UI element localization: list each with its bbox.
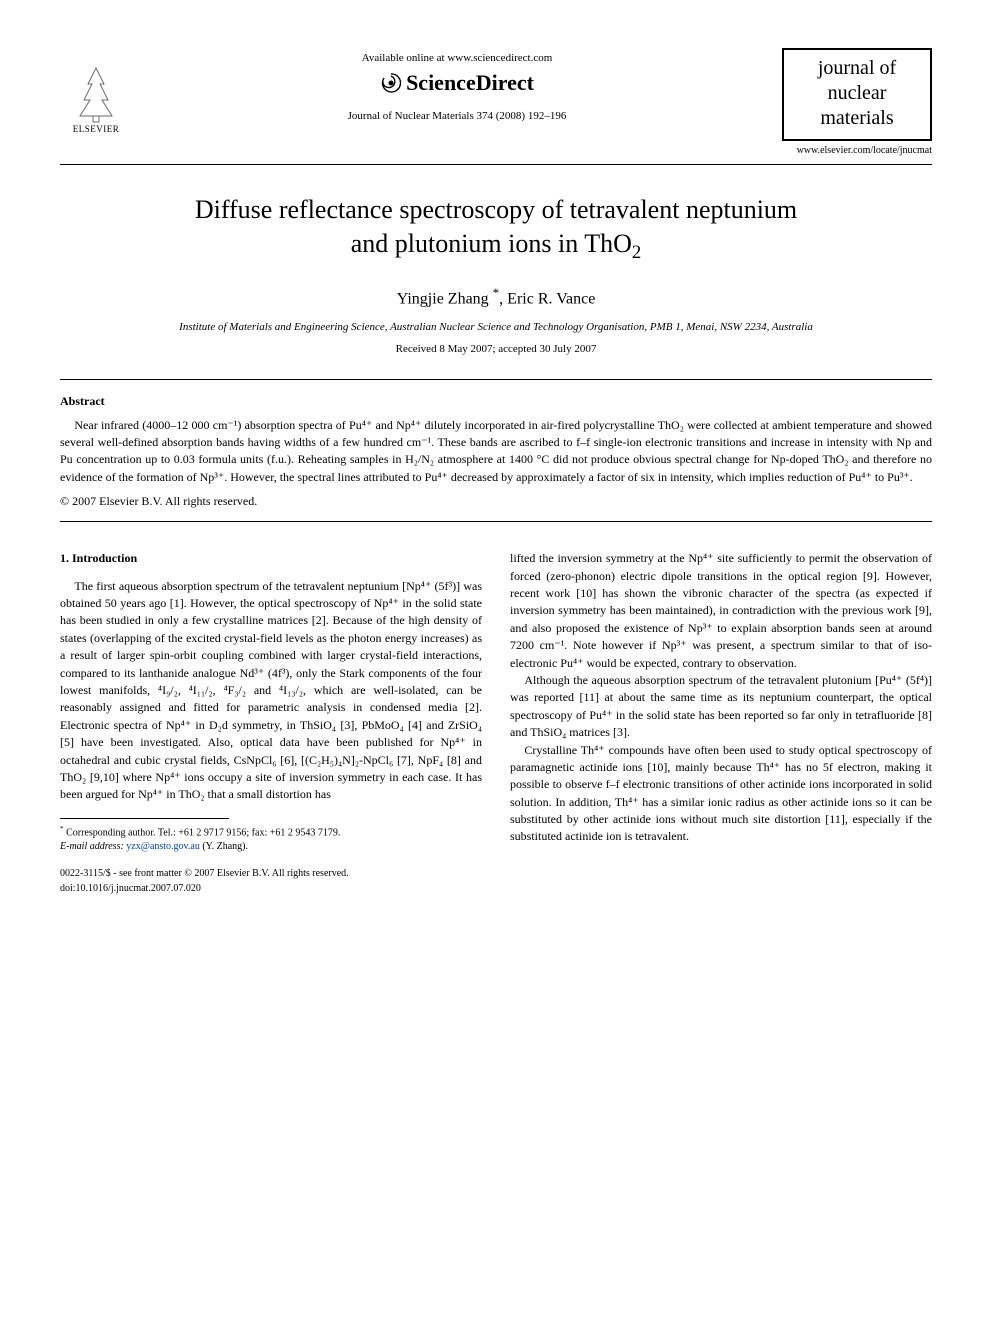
footnote-email-tail: (Y. Zhang). [202,841,248,852]
footnote-email-label: E-mail address: [60,841,124,852]
elsevier-logo: ELSEVIER [60,48,132,134]
footnote-corr: Corresponding author. Tel.: +61 2 9717 9… [66,827,340,838]
title-line1: Diffuse reflectance spectroscopy of tetr… [195,195,797,224]
corresponding-footnote: * Corresponding author. Tel.: +61 2 9717… [60,825,482,853]
abstract-top-rule [60,379,932,380]
sciencedirect-swirl-icon [380,72,402,94]
footer-doi: doi:10.1016/j.jnucmat.2007.07.020 [60,882,482,897]
elsevier-tree-icon [68,64,124,124]
authors: Yingjie Zhang *, Eric R. Vance [60,285,932,308]
abstract-copyright: © 2007 Elsevier B.V. All rights reserved… [60,494,932,509]
sciencedirect-logo: ScienceDirect [380,70,534,96]
footnote-rule [60,818,229,819]
journal-box-wrapper: journal of nuclear materials www.elsevie… [782,48,932,156]
section-1-para-r2: Although the aqueous absorption spectrum… [510,672,932,742]
corresponding-mark: * [493,285,500,300]
article-dates: Received 8 May 2007; accepted 30 July 20… [60,343,932,355]
section-1-para-r3: Crystalline Th⁴⁺ compounds have often be… [510,742,932,846]
left-column: 1. Introduction The first aqueous absorp… [60,550,482,896]
body-columns: 1. Introduction The first aqueous absorp… [60,550,932,896]
abstract-body: Near infrared (4000–12 000 cm⁻¹) absorpt… [60,417,932,487]
center-header: Available online at www.sciencedirect.co… [132,48,782,122]
section-1-para-r1: lifted the inversion symmetry at the Np⁴… [510,550,932,672]
title-sub: 2 [632,242,641,263]
author-2: Eric R. Vance [507,291,595,308]
footer-issn: 0022-3115/$ - see front matter © 2007 El… [60,867,482,882]
journal-url: www.elsevier.com/locate/jnucmat [782,145,932,156]
affiliation: Institute of Materials and Engineering S… [60,321,932,333]
article-title: Diffuse reflectance spectroscopy of tetr… [60,193,932,265]
page-header: ELSEVIER Available online at www.science… [60,48,932,156]
sciencedirect-label: ScienceDirect [406,70,534,96]
journal-box-line3: materials [790,108,924,129]
right-column: lifted the inversion symmetry at the Np⁴… [510,550,932,896]
journal-title-box: journal of nuclear materials [782,48,932,141]
section-1-para-left: The first aqueous absorption spectrum of… [60,578,482,804]
elsevier-logo-text: ELSEVIER [73,124,120,134]
available-online-text: Available online at www.sciencedirect.co… [132,52,782,64]
journal-citation: Journal of Nuclear Materials 374 (2008) … [132,110,782,122]
journal-box-line2: nuclear [790,83,924,104]
author-1: Yingjie Zhang [397,291,489,308]
footnote-email-link[interactable]: yzx@ansto.gov.au [126,841,200,852]
title-line2: and plutonium ions in ThO [351,229,632,258]
journal-box-line1: journal of [790,58,924,79]
header-rule [60,164,932,165]
abstract-bottom-rule [60,521,932,522]
section-1-heading: 1. Introduction [60,550,482,567]
abstract-heading: Abstract [60,394,932,409]
